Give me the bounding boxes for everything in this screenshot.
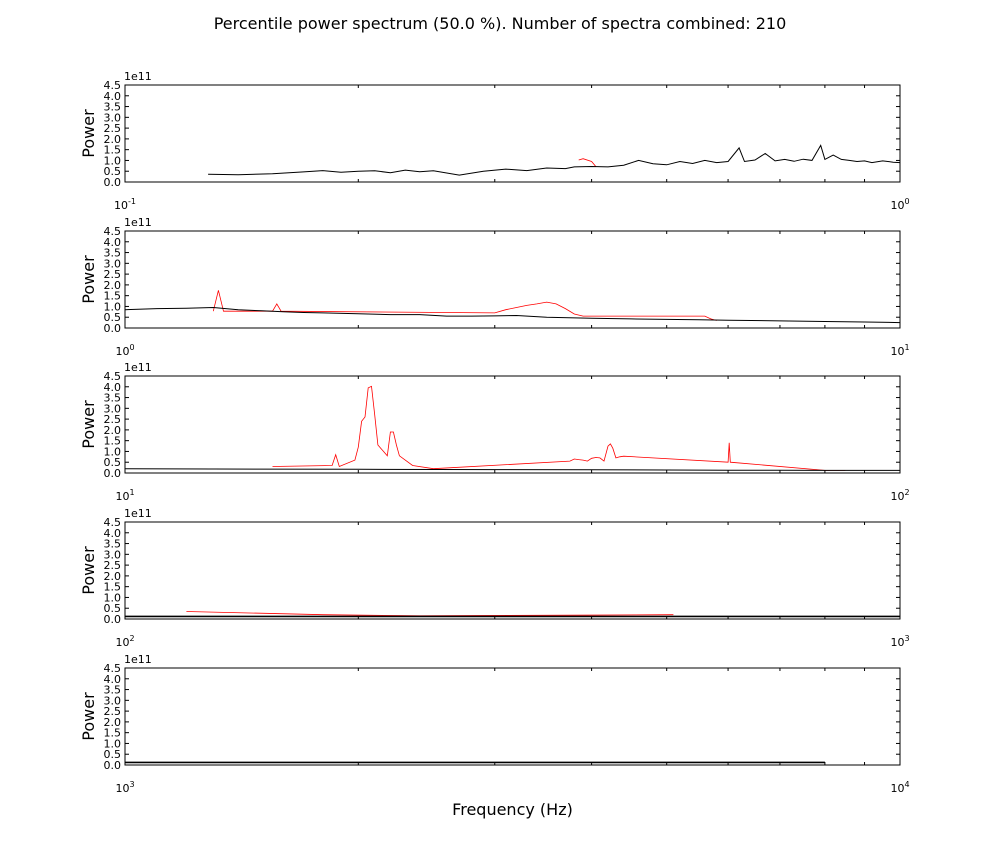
x-tick-label: 100 — [115, 343, 134, 358]
y-tick-label: 2.0 — [104, 716, 122, 729]
y-tick-label: 0.5 — [104, 748, 122, 761]
y-tick-label: 3.0 — [104, 111, 122, 124]
panel-frame — [124, 84, 901, 183]
y-tick-label: 1.5 — [104, 581, 122, 594]
y-tick-label: 4.5 — [104, 79, 122, 92]
median-series-line — [124, 468, 900, 471]
y-tick-label: 2.5 — [104, 413, 122, 426]
y-tick-label: 0.5 — [104, 602, 122, 615]
y-tick-label: 2.0 — [104, 570, 122, 583]
x-tick-label: 102 — [890, 488, 909, 503]
y-tick-label: 4.0 — [104, 236, 122, 249]
y-tick-label: 4.0 — [104, 90, 122, 103]
y-tick-label: 1.0 — [104, 591, 122, 604]
y-tick-label: 2.5 — [104, 122, 122, 135]
y-tick-label: 4.0 — [104, 381, 122, 394]
y-tick-label: 0.5 — [104, 456, 122, 469]
y-tick-label: 4.5 — [104, 662, 122, 675]
red-series-line — [578, 158, 597, 167]
y-offset-label: 1e11 — [124, 70, 152, 83]
y-tick-label: 2.0 — [104, 133, 122, 146]
y-offset-label: 1e11 — [124, 361, 152, 374]
y-tick-label: 2.5 — [104, 705, 122, 718]
x-tick-label: 10-1 — [114, 197, 136, 212]
red-series-line — [272, 385, 846, 471]
y-tick-label: 3.0 — [104, 402, 122, 415]
y-tick-label: 3.5 — [104, 101, 122, 114]
y-tick-label: 4.0 — [104, 527, 122, 540]
y-offset-label: 1e11 — [124, 653, 152, 666]
y-tick-label: 0.0 — [104, 322, 122, 335]
y-tick-label: 2.5 — [104, 559, 122, 572]
y-tick-label: 4.5 — [104, 370, 122, 383]
y-tick-label: 1.5 — [104, 435, 122, 448]
y-tick-label: 1.0 — [104, 737, 122, 750]
y-tick-label: 0.0 — [104, 613, 122, 626]
y-tick-label: 0.5 — [104, 311, 122, 324]
y-axis-label: Power — [79, 255, 98, 304]
y-tick-label: 1.5 — [104, 144, 122, 157]
y-axis-label: Power — [79, 400, 98, 449]
red-series-line — [186, 611, 674, 617]
y-tick-label: 0.5 — [104, 165, 122, 178]
y-tick-label: 3.0 — [104, 694, 122, 707]
y-tick-label: 3.0 — [104, 257, 122, 270]
y-tick-label: 0.0 — [104, 759, 122, 772]
panel-frame — [124, 521, 901, 620]
panel-frame — [124, 230, 901, 329]
y-offset-label: 1e11 — [124, 507, 152, 520]
x-tick-label: 102 — [115, 634, 134, 649]
x-tick-label: 103 — [115, 780, 134, 795]
median-series-line — [124, 306, 901, 324]
y-tick-label: 1.0 — [104, 300, 122, 313]
y-tick-label: 2.0 — [104, 424, 122, 437]
y-tick-label: 0.0 — [104, 176, 122, 189]
y-axis-label: Power — [79, 692, 98, 741]
y-offset-label: 1e11 — [124, 216, 152, 229]
y-axis-label: Power — [79, 546, 98, 595]
x-tick-label: 104 — [890, 780, 909, 795]
y-axis-label: Power — [79, 109, 98, 158]
y-tick-label: 4.5 — [104, 225, 122, 238]
median-series-line — [208, 144, 901, 176]
x-tick-label: 100 — [890, 197, 909, 212]
x-tick-label: 101 — [115, 488, 134, 503]
y-tick-label: 0.0 — [104, 467, 122, 480]
x-axis-label: Frequency (Hz) — [452, 800, 573, 819]
y-tick-label: 1.5 — [104, 290, 122, 303]
y-tick-label: 3.5 — [104, 684, 122, 697]
y-tick-label: 2.0 — [104, 279, 122, 292]
y-tick-label: 4.0 — [104, 673, 122, 686]
x-tick-label: 101 — [890, 343, 909, 358]
y-tick-label: 1.0 — [104, 154, 122, 167]
y-tick-label: 2.5 — [104, 268, 122, 281]
y-tick-label: 1.0 — [104, 445, 122, 458]
y-tick-label: 1.5 — [104, 727, 122, 740]
y-tick-label: 3.5 — [104, 247, 122, 260]
panel-frame — [124, 375, 901, 474]
y-tick-label: 3.5 — [104, 392, 122, 405]
chart-title: Percentile power spectrum (50.0 %). Numb… — [213, 14, 787, 33]
x-tick-label: 103 — [890, 634, 909, 649]
y-tick-label: 3.5 — [104, 538, 122, 551]
panel-frame — [124, 667, 901, 766]
y-tick-label: 3.0 — [104, 548, 122, 561]
y-tick-label: 4.5 — [104, 516, 122, 529]
